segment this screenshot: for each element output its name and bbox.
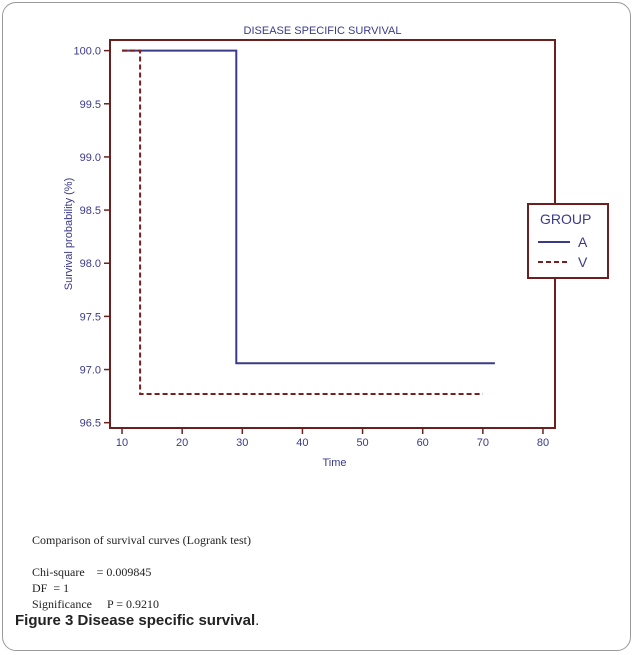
x-tick-label: 40: [296, 437, 308, 449]
legend-label-v: V: [578, 254, 588, 270]
x-tick-label: 60: [417, 437, 429, 449]
legend-title: GROUP: [540, 211, 591, 227]
caption-period: .: [255, 612, 260, 629]
legend-label-a: A: [578, 234, 588, 250]
x-tick-label: 10: [116, 437, 128, 449]
logrank-stats: Comparison of survival curves (Logrank t…: [32, 532, 251, 612]
y-tick-label: 96.5: [80, 418, 101, 430]
plot-area: [109, 39, 556, 429]
series-line-a: [122, 49, 495, 365]
df-value: DF = 1: [32, 581, 70, 595]
x-tick-label: 20: [176, 437, 188, 449]
chart-title: DISEASE SPECIFIC SURVIVAL: [244, 25, 402, 37]
y-tick-label: 99.5: [80, 99, 101, 111]
significance-value: Significance P = 0.9210: [32, 597, 159, 611]
figure-label: Figure 3: [15, 612, 74, 629]
y-tick-label: 98.5: [80, 205, 101, 217]
y-axis-label: Survival probability (%): [63, 178, 75, 290]
x-tick-label: 50: [356, 437, 368, 449]
y-tick-label: 97.5: [80, 311, 101, 323]
chi-square-value: Chi-square = 0.009845: [32, 565, 152, 579]
x-axis-label: Time: [322, 457, 346, 469]
x-tick-label: 80: [537, 437, 549, 449]
y-tick-label: 99.0: [80, 152, 101, 164]
series-line-v: [122, 49, 483, 395]
figure-caption-text: Disease specific survival: [77, 612, 256, 629]
y-tick-label: 97.0: [80, 365, 101, 377]
y-tick-label: 98.0: [80, 258, 101, 270]
x-tick-label: 70: [477, 437, 489, 449]
x-tick-label: 30: [236, 437, 248, 449]
survival-chart: DISEASE SPECIFIC SURVIVAL 96.5 97.0 97.5 98.…: [63, 25, 609, 469]
y-tick-label: 100.0: [73, 46, 101, 58]
figure-caption: Figure 3 Disease specific survival.: [15, 612, 259, 629]
stats-heading: Comparison of survival curves (Logrank t…: [32, 533, 251, 547]
